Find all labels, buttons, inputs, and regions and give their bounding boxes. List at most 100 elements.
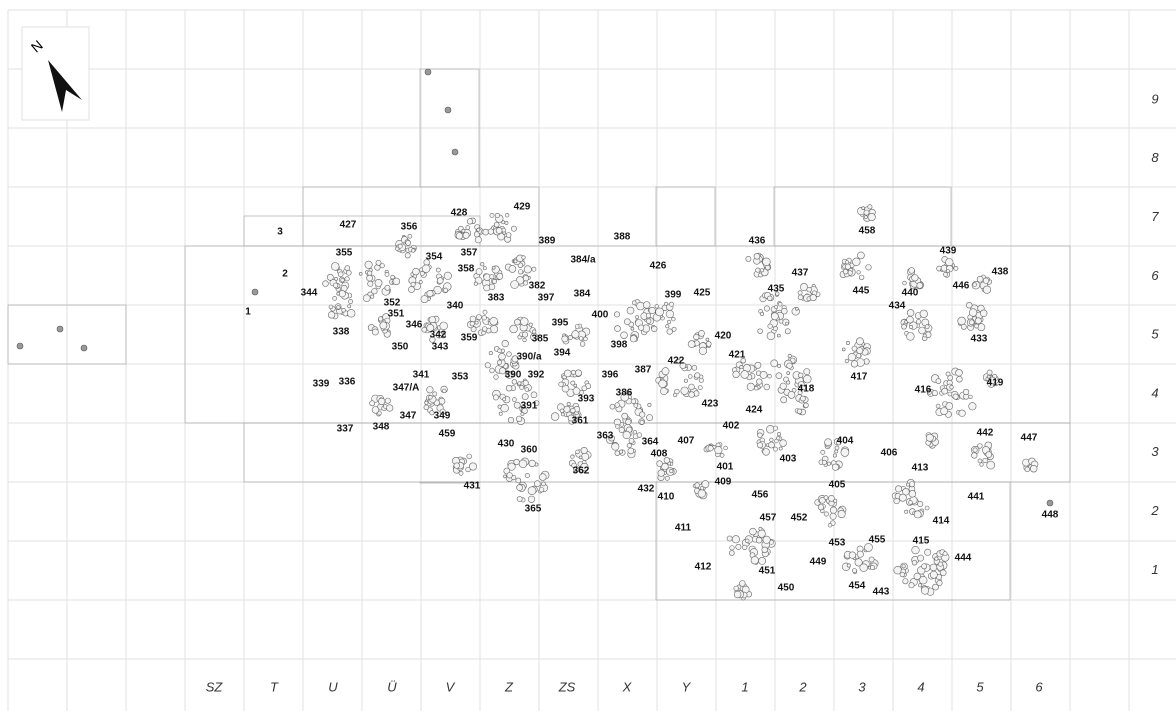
outline bbox=[575, 449, 580, 455]
outline bbox=[979, 462, 984, 467]
column-label: X bbox=[622, 679, 633, 694]
outline bbox=[251, 288, 259, 296]
outline bbox=[842, 269, 849, 275]
outline bbox=[762, 535, 771, 544]
cell-outline bbox=[7, 304, 127, 365]
outline bbox=[521, 393, 529, 400]
outline bbox=[341, 308, 346, 313]
outline bbox=[480, 262, 485, 267]
outline bbox=[470, 326, 477, 333]
feature-label: 418 bbox=[798, 384, 815, 395]
outline bbox=[572, 387, 581, 395]
feature-label: 397 bbox=[538, 293, 555, 304]
feature-label: 450 bbox=[778, 583, 795, 594]
outline bbox=[527, 486, 537, 496]
outline bbox=[439, 321, 448, 331]
outline bbox=[698, 346, 708, 356]
feature-label: 451 bbox=[759, 566, 776, 577]
outline bbox=[749, 527, 757, 536]
outline bbox=[863, 215, 868, 219]
outline bbox=[608, 435, 615, 442]
feature-label: 427 bbox=[340, 220, 357, 231]
outline bbox=[614, 402, 620, 408]
column-label: 6 bbox=[1035, 679, 1043, 694]
outline bbox=[465, 225, 471, 230]
outline bbox=[570, 408, 576, 414]
feature-label: 385 bbox=[532, 334, 549, 345]
outline bbox=[370, 294, 375, 299]
outline bbox=[630, 398, 637, 404]
outline bbox=[646, 414, 653, 421]
outline bbox=[925, 433, 934, 442]
feature-label: 407 bbox=[678, 436, 695, 447]
outline bbox=[505, 232, 512, 238]
outline bbox=[455, 232, 464, 240]
feature-label: 360 bbox=[521, 445, 538, 456]
outline bbox=[942, 551, 948, 557]
feature-label: 426 bbox=[650, 261, 667, 272]
outline bbox=[395, 246, 400, 251]
outline bbox=[856, 353, 862, 359]
outline bbox=[527, 495, 536, 503]
outline bbox=[651, 325, 658, 333]
outline bbox=[630, 326, 635, 331]
outline bbox=[331, 262, 340, 271]
outline bbox=[489, 274, 495, 280]
outline bbox=[834, 449, 839, 454]
outline bbox=[841, 347, 846, 352]
outline bbox=[1029, 465, 1038, 473]
feature-label: 388 bbox=[614, 232, 631, 243]
outline bbox=[501, 220, 506, 225]
outline bbox=[753, 253, 761, 260]
feature-label: 395 bbox=[552, 318, 569, 329]
outline bbox=[432, 391, 438, 397]
outline bbox=[691, 364, 698, 371]
outline bbox=[516, 484, 523, 491]
outline bbox=[386, 404, 394, 412]
outline bbox=[384, 271, 390, 277]
outline bbox=[661, 462, 669, 471]
cell-outline bbox=[419, 68, 480, 188]
outline bbox=[475, 314, 482, 320]
outline bbox=[829, 506, 838, 514]
outline bbox=[639, 419, 645, 425]
outline bbox=[489, 325, 499, 334]
feature-label: 392 bbox=[528, 370, 545, 381]
outline bbox=[778, 318, 784, 324]
outline bbox=[819, 496, 826, 504]
outline bbox=[856, 270, 861, 275]
outline bbox=[797, 372, 804, 378]
outline bbox=[619, 422, 624, 427]
outline bbox=[781, 307, 788, 315]
outline bbox=[620, 393, 629, 402]
outline bbox=[756, 378, 763, 385]
outline bbox=[740, 358, 746, 364]
outline bbox=[444, 106, 452, 114]
outline bbox=[533, 400, 540, 406]
outline bbox=[735, 543, 742, 550]
outline bbox=[443, 287, 448, 293]
outline bbox=[902, 578, 909, 585]
outline bbox=[965, 302, 973, 309]
outline bbox=[988, 376, 996, 384]
outline bbox=[757, 442, 764, 449]
outline bbox=[857, 251, 865, 260]
outline bbox=[947, 391, 953, 397]
outline bbox=[322, 280, 329, 287]
outline bbox=[940, 407, 948, 415]
outline bbox=[844, 260, 850, 265]
outline bbox=[407, 233, 413, 239]
outline bbox=[375, 259, 382, 266]
outline bbox=[473, 281, 478, 286]
feature-label: 341 bbox=[413, 370, 430, 381]
outline bbox=[895, 485, 903, 493]
feature-label: 338 bbox=[333, 327, 350, 338]
feature-label: 456 bbox=[752, 490, 769, 501]
outline bbox=[976, 275, 984, 283]
outline bbox=[426, 289, 434, 297]
outline bbox=[481, 330, 486, 336]
outline bbox=[465, 466, 471, 473]
outline bbox=[648, 306, 656, 315]
outline bbox=[418, 280, 423, 284]
outline bbox=[852, 257, 861, 266]
